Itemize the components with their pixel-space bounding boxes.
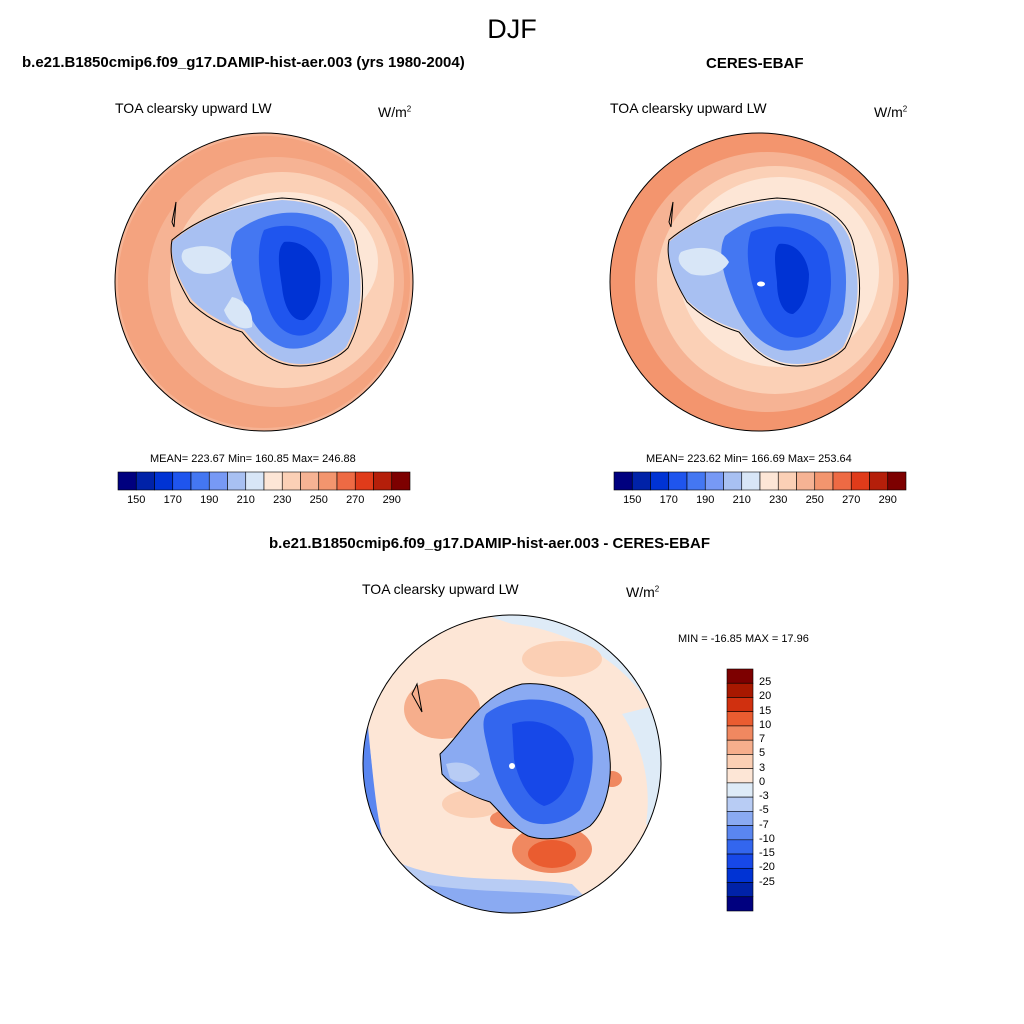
colorbar-swatch [726,711,754,727]
colorbar-swatch [154,471,174,491]
colorbar-tick-label: 10 [759,718,772,731]
colorbar-swatch [726,896,754,912]
colorbar-swatch [726,697,754,713]
colorbar-tick-label: -10 [759,832,775,845]
colorbar-swatch [726,867,754,883]
colorbar-swatch [668,471,688,491]
colorbar-tick-label: 7 [759,733,766,746]
colorbar-tick-label: 0 [759,775,766,788]
colorbar-swatch [726,725,754,741]
model-variable-label: TOA clearsky upward LW [115,100,272,116]
colorbar-tick-label: 20 [759,690,772,703]
colorbar-tick-label: 290 [878,494,897,506]
colorbar-swatch [263,471,283,491]
colorbar-swatch [726,882,754,898]
obs-colorbar [613,471,907,491]
colorbar-tick-label: 270 [346,494,365,506]
colorbar-swatch [613,471,633,491]
colorbar-swatch [814,471,834,491]
model-stats: MEAN= 223.67 Min= 160.85 Max= 246.88 [150,453,356,465]
colorbar-swatch [887,471,907,491]
colorbar-swatch [726,839,754,855]
obs-units-label: W/m2 [874,104,908,120]
diff-panel-title: b.e21.B1850cmip6.f09_g17.DAMIP-hist-aer.… [269,535,710,552]
diff-stats: MIN = -16.85 MAX = 17.96 [678,633,809,645]
colorbar-swatch [354,471,374,491]
colorbar-swatch [726,853,754,869]
colorbar-tick-label: 250 [805,494,824,506]
colorbar-tick-label: 15 [759,704,772,717]
diff-units-label: W/m2 [626,584,660,600]
colorbar-tick-label: 250 [309,494,328,506]
obs-stats: MEAN= 223.62 Min= 166.69 Max= 253.64 [646,453,852,465]
colorbar-swatch [631,471,651,491]
colorbar-swatch [318,471,338,491]
colorbar-swatch [190,471,210,491]
colorbar-swatch [686,471,706,491]
colorbar-tick-label: 5 [759,747,766,760]
colorbar-tick-label: 230 [769,494,788,506]
colorbar-tick-label: 25 [759,676,772,689]
colorbar-tick-label: 150 [623,494,642,506]
obs-polar-map [609,132,909,432]
colorbar-tick-label: 170 [163,494,182,506]
colorbar-swatch [726,796,754,812]
colorbar-swatch [796,471,816,491]
colorbar-swatch [869,471,889,491]
colorbar-swatch [117,471,137,491]
model-colorbar [117,471,411,491]
colorbar-swatch [208,471,228,491]
colorbar-tick-label: 190 [200,494,219,506]
colorbar-swatch [726,739,754,755]
season-title: DJF [487,14,537,44]
colorbar-tick-label: 270 [842,494,861,506]
colorbar-swatch [777,471,797,491]
colorbar-swatch [172,471,192,491]
model-polar-map [114,132,414,432]
colorbar-tick-label: -5 [759,804,769,817]
colorbar-tick-label: 210 [236,494,255,506]
colorbar-swatch [726,782,754,798]
diff-variable-label: TOA clearsky upward LW [362,581,519,597]
colorbar-swatch [726,768,754,784]
colorbar-swatch [245,471,265,491]
colorbar-swatch [759,471,779,491]
colorbar-swatch [726,668,754,684]
diff-polar-map [362,614,662,914]
colorbar-swatch [373,471,393,491]
colorbar-swatch [850,471,870,491]
colorbar-tick-label: 230 [273,494,292,506]
colorbar-swatch [391,471,411,491]
colorbar-swatch [227,471,247,491]
colorbar-tick-label: 190 [696,494,715,506]
colorbar-swatch [726,754,754,769]
colorbar-tick-label: -25 [759,875,775,888]
colorbar-swatch [300,471,320,491]
colorbar-tick-label: -20 [759,861,775,874]
obs-variable-label: TOA clearsky upward LW [610,100,767,116]
colorbar-tick-label: -7 [759,818,769,831]
colorbar-swatch [704,471,724,491]
colorbar-tick-label: 290 [382,494,401,506]
model-panel-title: b.e21.B1850cmip6.f09_g17.DAMIP-hist-aer.… [22,54,465,71]
colorbar-swatch [832,471,852,491]
colorbar-tick-label: 210 [732,494,751,506]
colorbar-swatch [726,811,754,826]
colorbar-tick-label: 150 [127,494,146,506]
colorbar-tick-label: 170 [659,494,678,506]
diff-colorbar [726,668,754,912]
colorbar-swatch [726,825,754,841]
colorbar-tick-label: -3 [759,790,769,803]
colorbar-swatch [650,471,670,491]
colorbar-swatch [281,471,301,491]
colorbar-tick-label: 3 [759,761,766,774]
colorbar-swatch [741,471,761,491]
colorbar-tick-label: -15 [759,847,775,860]
colorbar-swatch [336,471,356,491]
model-units-label: W/m2 [378,104,412,120]
colorbar-swatch [135,471,155,491]
colorbar-swatch [723,471,743,491]
obs-panel-title: CERES-EBAF [706,55,804,72]
colorbar-swatch [726,682,754,698]
